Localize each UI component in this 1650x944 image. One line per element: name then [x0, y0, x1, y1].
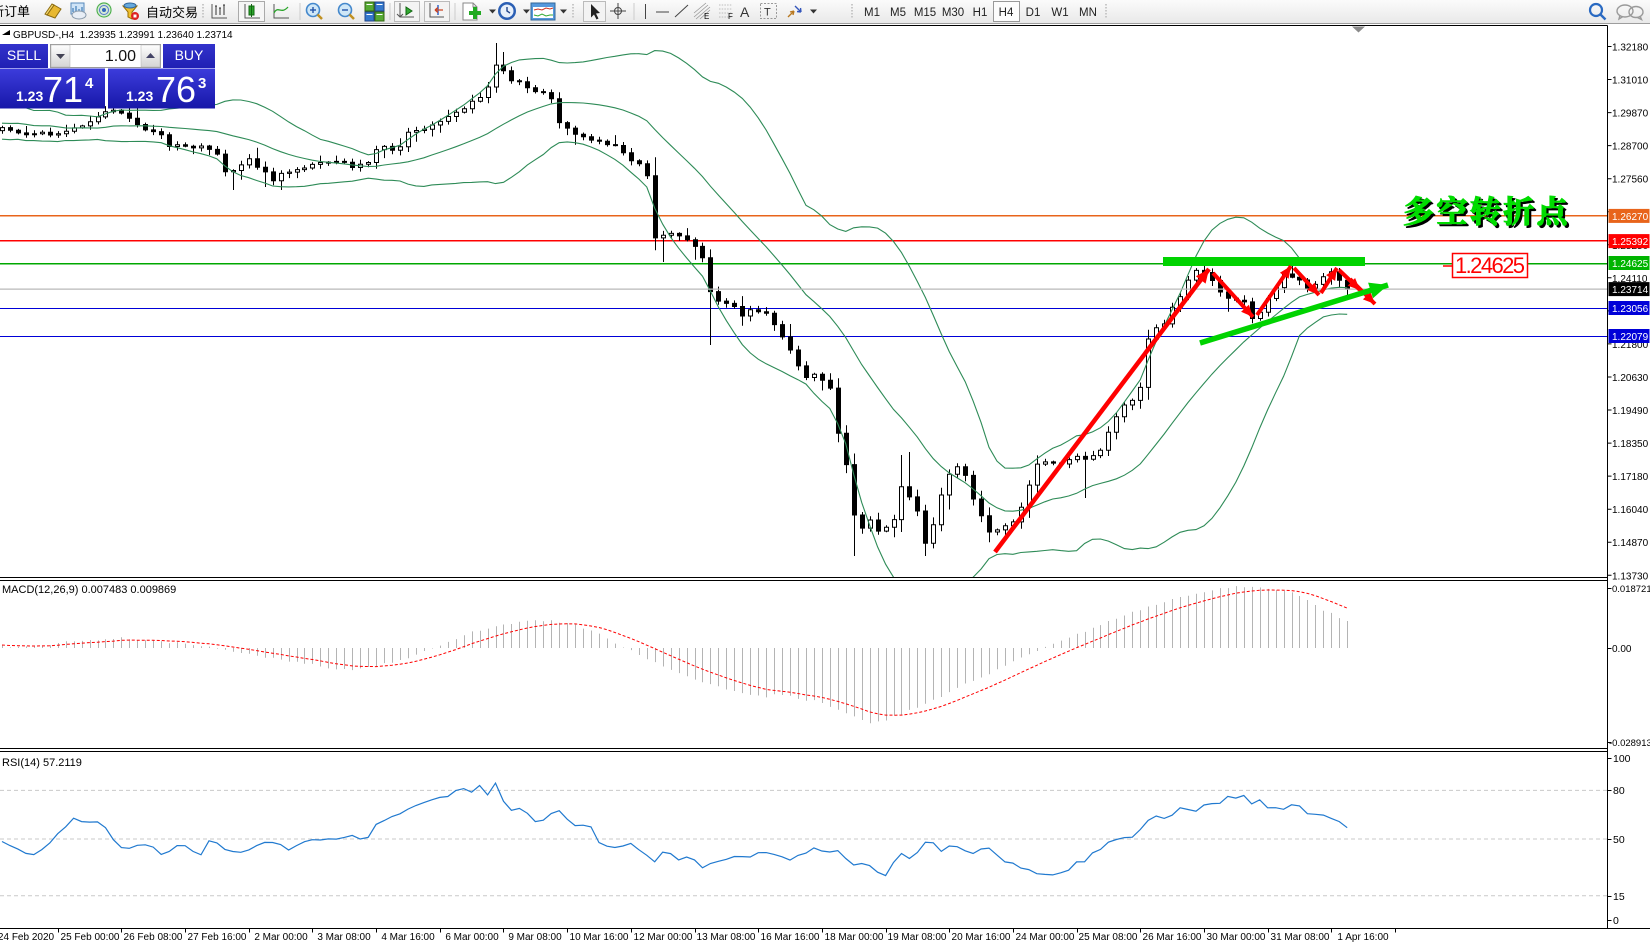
svg-text:6 Mar 00:00: 6 Mar 00:00 [445, 932, 499, 943]
svg-text:M30: M30 [942, 7, 964, 19]
svg-text:1.23714: 1.23714 [1612, 285, 1649, 296]
svg-text:1.20630: 1.20630 [1612, 373, 1649, 384]
svg-text:1.23: 1.23 [126, 88, 153, 104]
svg-text:4: 4 [85, 75, 94, 92]
svg-text:1 Apr 16:00: 1 Apr 16:00 [1337, 932, 1389, 943]
svg-text:3: 3 [198, 75, 206, 92]
svg-text:1.25392: 1.25392 [1612, 237, 1649, 248]
svg-text:M5: M5 [890, 7, 906, 19]
svg-text:15: 15 [1613, 891, 1625, 903]
svg-text:26 Mar 16:00: 26 Mar 16:00 [1143, 932, 1202, 943]
svg-text:0.018721: 0.018721 [1612, 584, 1650, 595]
svg-text:1.23056: 1.23056 [1612, 304, 1649, 315]
svg-text:1.26270: 1.26270 [1612, 212, 1649, 223]
svg-text:RSI(14) 57.2119: RSI(14) 57.2119 [2, 757, 82, 769]
svg-text:9 Mar 08:00: 9 Mar 08:00 [508, 932, 562, 943]
svg-text:2 Mar 00:00: 2 Mar 00:00 [254, 932, 308, 943]
svg-text:F: F [728, 12, 733, 21]
svg-text:31 Mar 08:00: 31 Mar 08:00 [1271, 932, 1330, 943]
svg-text:20 Mar 16:00: 20 Mar 16:00 [952, 932, 1011, 943]
svg-text:MACD(12,26,9) 0.007483 0.00986: MACD(12,26,9) 0.007483 0.009869 [2, 584, 176, 596]
svg-text:1.31010: 1.31010 [1612, 76, 1649, 87]
svg-text:1.29870: 1.29870 [1612, 109, 1649, 120]
svg-text:19 Mar 08:00: 19 Mar 08:00 [888, 932, 947, 943]
svg-text:30 Mar 00:00: 30 Mar 00:00 [1207, 932, 1266, 943]
svg-text:1.22079: 1.22079 [1612, 332, 1649, 343]
svg-text:1.19490: 1.19490 [1612, 406, 1649, 417]
svg-text:1.24110: 1.24110 [1612, 274, 1648, 285]
svg-text:H4: H4 [999, 7, 1014, 19]
svg-text:MN: MN [1079, 7, 1097, 19]
svg-text:3 Mar 08:00: 3 Mar 08:00 [317, 932, 371, 943]
svg-text:H1: H1 [973, 7, 988, 19]
svg-text:76: 76 [156, 69, 196, 110]
svg-text:1.21800: 1.21800 [1612, 340, 1649, 351]
svg-text:0.00: 0.00 [1612, 644, 1632, 655]
svg-text:50: 50 [1613, 834, 1625, 846]
svg-text:24 Mar 00:00: 24 Mar 00:00 [1016, 932, 1075, 943]
svg-text:80: 80 [1613, 785, 1625, 797]
svg-text:25 Feb 00:00: 25 Feb 00:00 [61, 932, 120, 943]
svg-text:1.18350: 1.18350 [1612, 439, 1649, 450]
svg-text:24 Feb 2020: 24 Feb 2020 [0, 932, 55, 943]
svg-text:13 Mar 08:00: 13 Mar 08:00 [697, 932, 756, 943]
svg-text:A: A [740, 4, 750, 20]
svg-text:T: T [764, 7, 771, 19]
svg-text:1.17180: 1.17180 [1612, 472, 1649, 483]
svg-text:25 Mar 08:00: 25 Mar 08:00 [1079, 932, 1138, 943]
svg-text:100: 100 [1613, 753, 1631, 765]
svg-text:M1: M1 [864, 7, 880, 19]
svg-text:12 Mar 00:00: 12 Mar 00:00 [634, 932, 693, 943]
svg-text:1.00: 1.00 [105, 48, 136, 65]
svg-text:-0.028913: -0.028913 [1609, 738, 1650, 749]
svg-text:1.16040: 1.16040 [1612, 505, 1649, 516]
svg-text:4 Mar 16:00: 4 Mar 16:00 [381, 932, 435, 943]
svg-text:1.24625: 1.24625 [1455, 253, 1525, 278]
svg-text:18 Mar 00:00: 18 Mar 00:00 [825, 932, 884, 943]
svg-text:1.27560: 1.27560 [1612, 175, 1649, 186]
svg-text:W1: W1 [1051, 7, 1068, 19]
svg-text:26 Feb 08:00: 26 Feb 08:00 [124, 932, 183, 943]
svg-text:10 Mar 16:00: 10 Mar 16:00 [570, 932, 629, 943]
svg-text:0: 0 [1613, 915, 1619, 927]
svg-text:1.23: 1.23 [16, 88, 43, 104]
svg-text:16 Mar 16:00: 16 Mar 16:00 [761, 932, 820, 943]
svg-text:SELL: SELL [7, 47, 41, 63]
svg-text:D1: D1 [1026, 7, 1041, 19]
svg-text:71: 71 [43, 69, 83, 110]
svg-text:1.24625: 1.24625 [1612, 259, 1649, 270]
svg-text:1.32180: 1.32180 [1612, 43, 1649, 54]
svg-text:1.13730: 1.13730 [1612, 571, 1649, 582]
svg-text:1.14870: 1.14870 [1612, 538, 1649, 549]
svg-text:M15: M15 [914, 7, 936, 19]
svg-text:E: E [704, 12, 709, 21]
svg-text:27 Feb 16:00: 27 Feb 16:00 [188, 932, 247, 943]
svg-text:BUY: BUY [175, 47, 204, 63]
svg-text:1.28700: 1.28700 [1612, 142, 1649, 153]
svg-text:GBPUSD-,H4 1.23935 1.23991 1.: GBPUSD-,H4 1.23935 1.23991 1.23640 1.237… [13, 30, 233, 41]
